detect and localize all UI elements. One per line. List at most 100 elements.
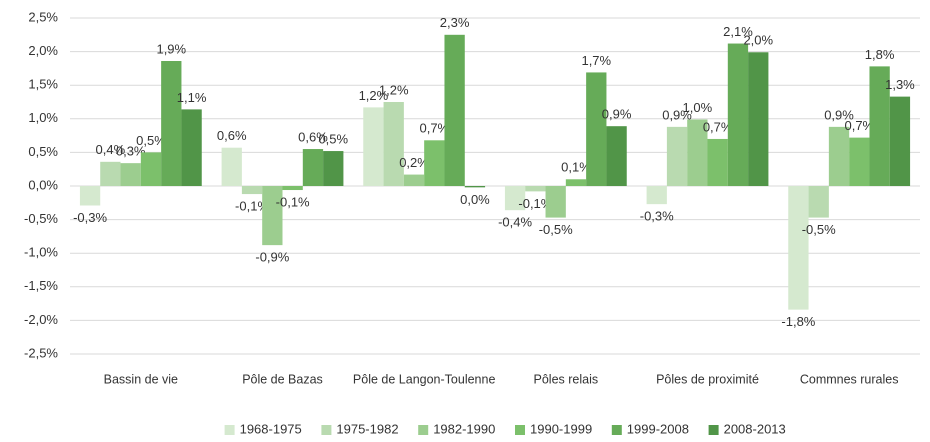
data-label: 1,2% xyxy=(359,88,389,103)
bar xyxy=(464,186,486,188)
y-tick-label: 2,0% xyxy=(28,43,58,58)
bar xyxy=(849,137,870,186)
legend-label: 1999-2008 xyxy=(627,421,689,436)
bar xyxy=(707,138,728,186)
bar xyxy=(828,126,850,186)
bar xyxy=(302,149,324,186)
x-tick-label: Pôle de Bazas xyxy=(242,372,323,386)
legend-swatch xyxy=(611,425,622,435)
legend-label: 1982-1990 xyxy=(433,421,495,436)
bar xyxy=(504,186,526,211)
data-label: -0,4% xyxy=(498,215,532,230)
x-tick-label: Pôle de Langon-Toulenne xyxy=(353,372,496,386)
data-label: 1,7% xyxy=(581,53,611,68)
x-tick-label: Pôles relais xyxy=(534,372,599,386)
data-label: -0,1% xyxy=(518,196,552,211)
data-label: 1,0% xyxy=(683,100,713,115)
data-label: 0,3% xyxy=(116,144,146,159)
data-label: 0,7% xyxy=(703,119,733,134)
data-label: -0,3% xyxy=(73,210,107,225)
bar xyxy=(666,126,688,186)
data-label: 0,9% xyxy=(662,107,692,122)
bar xyxy=(646,186,667,205)
bar xyxy=(808,186,829,218)
bar xyxy=(262,186,283,246)
bar xyxy=(403,174,425,186)
data-label: -0,5% xyxy=(539,222,573,237)
data-label: 0,5% xyxy=(318,131,348,146)
legend-swatch xyxy=(418,425,429,435)
bar xyxy=(100,161,121,186)
x-tick-label: Bassin de vie xyxy=(104,372,178,386)
data-label: 0,1% xyxy=(561,160,591,175)
bar xyxy=(444,34,465,186)
bar xyxy=(869,66,890,186)
legend-swatch xyxy=(515,425,525,435)
bar xyxy=(221,147,242,186)
y-tick-label: -0,5% xyxy=(24,211,58,226)
legend-swatch xyxy=(224,425,235,435)
data-label: -0,5% xyxy=(802,222,836,237)
data-label: 0,7% xyxy=(844,118,874,133)
data-label: 0,0% xyxy=(460,192,490,207)
bar xyxy=(889,96,911,186)
bar xyxy=(687,119,708,186)
data-label: 0,5% xyxy=(136,133,166,148)
bar xyxy=(788,186,809,310)
data-label: 0,7% xyxy=(419,121,449,136)
data-label: -0,9% xyxy=(255,250,289,265)
data-label: -0,1% xyxy=(276,194,310,209)
bar xyxy=(79,186,101,206)
data-label: 1,9% xyxy=(156,41,186,56)
data-label: 0,6% xyxy=(217,128,247,143)
data-label: 0,2% xyxy=(399,155,429,170)
bar xyxy=(748,52,769,186)
bar xyxy=(606,126,627,186)
bar xyxy=(727,43,749,187)
bar xyxy=(424,140,445,186)
data-label: 2,3% xyxy=(440,15,470,30)
bar xyxy=(161,61,182,187)
bar xyxy=(140,152,162,186)
y-tick-label: -1,0% xyxy=(24,245,58,260)
bar xyxy=(383,102,404,186)
y-tick-label: 2,5% xyxy=(28,9,58,24)
y-tick-label: 0,5% xyxy=(28,144,58,159)
y-tick-label: 1,5% xyxy=(28,77,58,92)
data-label: 1,8% xyxy=(865,47,895,62)
y-tick-label: -2,5% xyxy=(24,345,58,360)
bar xyxy=(363,107,384,186)
y-tick-label: 1,0% xyxy=(28,110,58,125)
y-tick-label: 0,0% xyxy=(28,177,58,192)
y-tick-label: -1,5% xyxy=(24,278,58,293)
bar xyxy=(241,186,263,195)
data-label: 0,6% xyxy=(298,129,328,144)
data-label: 0,9% xyxy=(602,107,632,122)
bar xyxy=(545,186,566,218)
data-label: 1,1% xyxy=(177,90,207,105)
data-label: 2,1% xyxy=(723,24,753,39)
legend-label: 2008-2013 xyxy=(724,421,786,436)
x-tick-label: Pôles de proximité xyxy=(656,372,759,386)
data-label: 2,0% xyxy=(743,33,773,48)
data-label: 0,4% xyxy=(96,142,126,157)
data-label: 1,2% xyxy=(379,82,409,97)
bar xyxy=(586,72,607,186)
bar xyxy=(323,151,344,186)
bar xyxy=(282,186,303,191)
legend-label: 1990-1999 xyxy=(530,421,592,436)
x-tick-label: Commnes rurales xyxy=(800,372,899,386)
legend-label: 1975-1982 xyxy=(336,421,398,436)
legend-swatch xyxy=(708,425,719,435)
data-label: -0,3% xyxy=(640,209,674,224)
bar xyxy=(525,186,546,192)
legend-swatch xyxy=(321,425,332,435)
bar xyxy=(181,109,202,186)
data-label: -0,1% xyxy=(235,199,269,214)
legend-label: 1968-1975 xyxy=(240,421,302,436)
y-tick-label: -2,0% xyxy=(24,312,58,327)
data-label: -1,8% xyxy=(781,314,815,329)
data-label: 1,3% xyxy=(885,77,915,92)
bar xyxy=(565,179,587,186)
